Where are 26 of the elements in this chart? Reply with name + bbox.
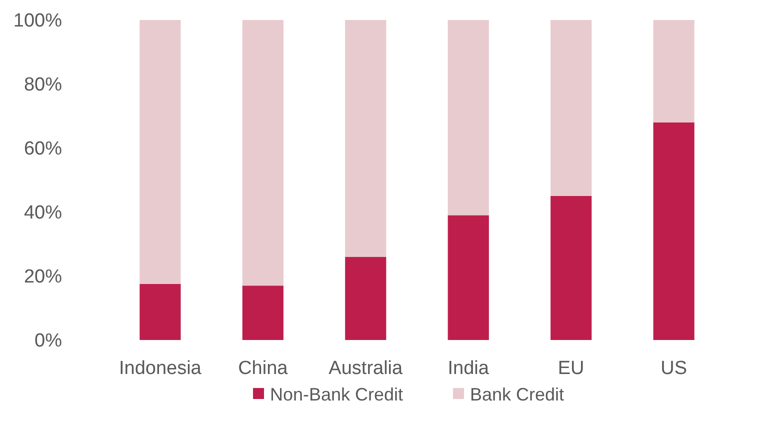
legend-label: Bank Credit [470,384,564,404]
y-tick-label: 60% [24,138,62,160]
x-tick-label: EU [558,358,584,379]
bar [550,20,592,196]
bar [653,20,694,122]
bar [345,256,386,340]
y-tick-label: 0% [34,330,62,352]
bar [140,20,181,284]
bar [242,20,284,286]
x-tick-label: Australia [328,358,404,379]
bar [448,215,489,340]
y-tick-label: 80% [24,74,62,96]
x-tick-label: China [238,358,288,379]
y-tick-label: 100% [13,10,62,32]
bar [448,20,489,216]
legend-label: Non-Bank Credit [270,384,404,404]
bar [653,122,694,340]
y-tick-label: 40% [24,202,62,224]
x-tick-label: Indonesia [118,358,202,379]
x-tick-label: India [448,358,490,379]
x-tick-label: US [660,358,688,379]
y-tick-label: 20% [24,266,62,288]
bar [242,286,284,340]
bar [345,20,386,257]
bar [550,196,592,340]
bar [140,284,181,340]
